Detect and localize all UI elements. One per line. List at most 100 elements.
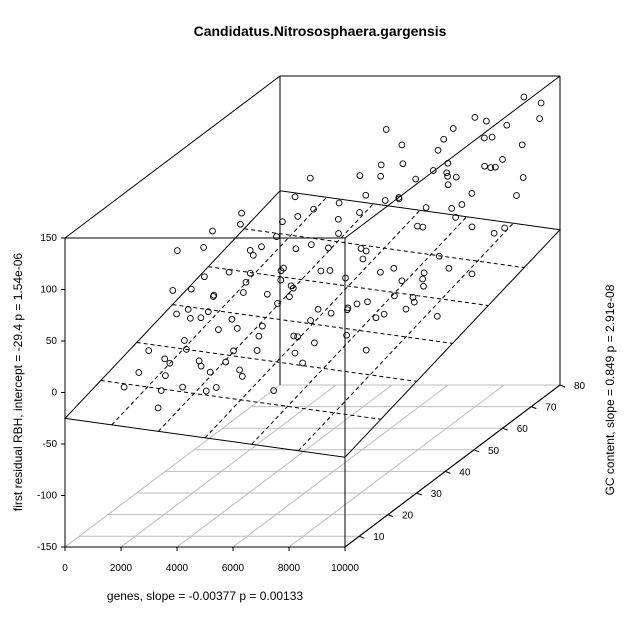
data-point bbox=[458, 201, 466, 208]
z-tick-label: -100 bbox=[37, 491, 57, 502]
data-point bbox=[382, 126, 390, 133]
y-tick-label: 60 bbox=[517, 424, 529, 435]
data-point bbox=[310, 205, 317, 213]
y-axis-label: GC content, slope = 0.849 p = 2.91e-08 bbox=[603, 284, 617, 495]
z-tick-label: 50 bbox=[46, 336, 58, 347]
data-point bbox=[377, 161, 385, 169]
data-point bbox=[362, 247, 370, 255]
y-tick-label: 50 bbox=[488, 446, 500, 457]
box-back-edges bbox=[64, 75, 561, 385]
grid-line-x bbox=[64, 384, 281, 548]
chart-title: Candidatus.Nitrososphaera.gargensis bbox=[194, 23, 447, 39]
data-point bbox=[200, 244, 207, 251]
y-tick-label: 20 bbox=[402, 511, 414, 522]
data-point bbox=[481, 134, 488, 142]
data-point bbox=[307, 317, 314, 324]
x-axis-label: genes, slope = -0.00377 p = 0.00133 bbox=[107, 589, 303, 603]
data-point bbox=[237, 220, 244, 228]
data-point bbox=[306, 174, 314, 182]
z-axis-ticks: -150 -100 -50 0 50 100 150 bbox=[37, 233, 65, 553]
z-tick-label: -150 bbox=[37, 542, 57, 553]
data-point bbox=[317, 267, 325, 275]
plane-grid-line bbox=[244, 228, 525, 269]
data-point bbox=[225, 268, 233, 276]
data-point bbox=[399, 160, 407, 168]
data-point bbox=[287, 282, 295, 290]
data-point bbox=[290, 332, 298, 340]
data-point bbox=[433, 312, 441, 320]
data-point bbox=[145, 347, 153, 354]
grid-line-x bbox=[120, 384, 337, 548]
data-point bbox=[468, 223, 476, 231]
data-point bbox=[206, 368, 214, 376]
data-point bbox=[246, 246, 254, 254]
data-point bbox=[263, 290, 271, 298]
y-axis-line bbox=[344, 384, 561, 548]
z-tick-label: -50 bbox=[43, 439, 58, 450]
data-point bbox=[409, 294, 417, 301]
y-axis-ticks: 10 20 30 40 50 60 70 80 bbox=[359, 381, 586, 543]
y-tick-label: 40 bbox=[459, 467, 471, 478]
x-tick-label: 0 bbox=[62, 563, 68, 574]
data-point bbox=[291, 349, 299, 357]
data-point bbox=[488, 133, 496, 141]
data-point bbox=[154, 404, 162, 412]
data-point bbox=[468, 190, 476, 197]
data-point bbox=[490, 229, 498, 237]
data-point bbox=[311, 339, 318, 347]
x-tick-label: 10000 bbox=[331, 563, 359, 574]
data-point bbox=[390, 264, 398, 272]
data-point bbox=[325, 244, 332, 252]
data-point bbox=[381, 197, 389, 204]
data-point bbox=[419, 275, 426, 283]
data-point bbox=[492, 163, 499, 171]
data-point bbox=[291, 193, 299, 201]
data-point bbox=[230, 347, 237, 355]
y-tick-label: 30 bbox=[431, 489, 443, 500]
data-point bbox=[249, 251, 257, 259]
data-point bbox=[402, 305, 410, 313]
data-point bbox=[212, 384, 220, 391]
box-front-edges bbox=[64, 238, 561, 548]
data-point bbox=[169, 287, 177, 294]
data-point bbox=[343, 331, 350, 339]
data-point bbox=[537, 99, 545, 107]
data-point bbox=[197, 314, 205, 322]
data-point bbox=[420, 282, 427, 290]
data-point bbox=[487, 164, 495, 171]
data-point bbox=[520, 93, 528, 101]
data-point bbox=[468, 270, 476, 278]
data-point bbox=[518, 141, 526, 149]
data-point bbox=[326, 267, 334, 274]
data-point bbox=[499, 156, 506, 163]
data-point bbox=[357, 245, 365, 252]
x-tick-label: 2000 bbox=[110, 563, 133, 574]
data-point bbox=[377, 172, 384, 180]
data-point bbox=[215, 326, 222, 333]
x-tick-label: 8000 bbox=[278, 563, 301, 574]
data-point bbox=[280, 264, 287, 272]
data-point bbox=[434, 146, 442, 154]
data-point bbox=[162, 372, 169, 379]
data-point bbox=[503, 121, 511, 129]
data-point bbox=[410, 298, 418, 306]
data-point bbox=[195, 357, 203, 365]
floor-grid bbox=[64, 384, 561, 548]
y-tick-label: 70 bbox=[545, 403, 557, 414]
box-edge bbox=[344, 75, 561, 239]
data-point bbox=[255, 332, 263, 340]
data-point bbox=[536, 115, 543, 122]
y-tick-mark bbox=[559, 384, 566, 388]
data-point bbox=[273, 233, 280, 240]
data-point bbox=[240, 289, 247, 296]
plane-grid-line bbox=[251, 216, 468, 445]
data-point bbox=[398, 141, 406, 149]
data-point bbox=[202, 387, 210, 395]
data-point bbox=[120, 383, 128, 391]
data-point bbox=[471, 114, 479, 121]
data-point bbox=[161, 355, 169, 363]
y-tick-label: 80 bbox=[574, 381, 586, 392]
y-tick-mark bbox=[387, 514, 394, 518]
data-point bbox=[449, 125, 457, 132]
z-tick-label: 0 bbox=[51, 388, 57, 399]
